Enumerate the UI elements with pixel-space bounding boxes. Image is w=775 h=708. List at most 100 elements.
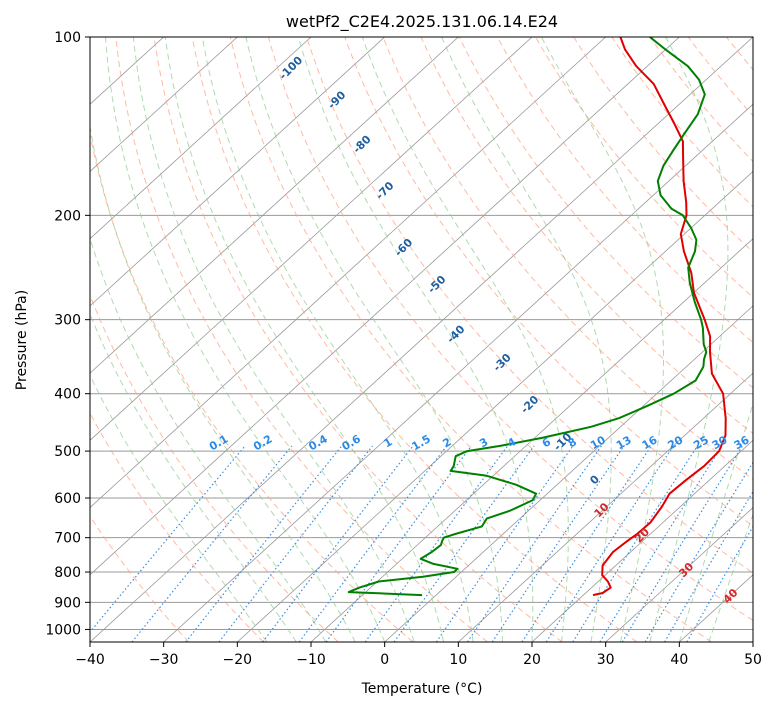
moist-adiabat-line (90, 374, 268, 642)
isotherm-label: -70 (373, 179, 396, 202)
dry-adiabat-line (90, 412, 264, 642)
moist-adiabat-line (708, 513, 753, 642)
x-tick-label: 20 (523, 652, 541, 668)
isotherm-label: -60 (392, 236, 415, 259)
mixing-ratio-line (435, 445, 574, 642)
x-tick-label: 40 (670, 652, 688, 668)
x-tick-label: −40 (75, 652, 105, 668)
dry-adiabat-line (306, 37, 753, 574)
moist-adiabat-line (649, 37, 729, 642)
dry-adiabat-line (496, 37, 753, 344)
line-labels: -100-90-80-70-60-50-40-30-20-1000.1 0.2 0.… (207, 54, 752, 607)
x-axis-title: Temperature (°C) (361, 681, 483, 697)
isotherm-line (90, 37, 680, 576)
chart-title: wetPf2_C2E4.2025.131.06.14.E24 (286, 12, 558, 32)
x-tick-label: 0 (380, 652, 389, 668)
mixing-ratio-line (664, 490, 753, 642)
y-tick-label: 300 (54, 313, 81, 329)
dry-adiabat-line (229, 37, 712, 642)
isotherm-line (310, 238, 753, 642)
moist-adiabat-line (201, 37, 474, 642)
mixing-ratio-label: 16 (640, 433, 660, 452)
dry-adiabat-line (344, 37, 753, 527)
mixing-ratio-label: 1 (382, 435, 395, 450)
isotherm-label: -40 (444, 322, 467, 345)
moist-adiabat-line (441, 37, 612, 642)
y-tick-label: 900 (54, 595, 81, 611)
mixing-ratio-line (131, 445, 293, 642)
moist-adiabat-line (361, 37, 569, 642)
isotherm-line (90, 37, 238, 172)
mixing-ratio-line (466, 445, 602, 642)
mixing-ratio-line (599, 445, 723, 642)
x-axis: −40 −30 −20 −10 0 10 20 30 40 50 (75, 642, 762, 668)
dry-adiabat-line (267, 37, 753, 622)
isotherm-line (90, 37, 753, 642)
isotherm-line (90, 37, 459, 374)
mixing-ratio-label: 2 (440, 435, 453, 450)
y-tick-label: 100 (54, 30, 81, 46)
mixing-ratio-line (521, 445, 652, 642)
y-tick-label: 500 (54, 444, 81, 460)
isotherm-line (531, 439, 753, 642)
isotherm-line (163, 103, 753, 642)
mixing-ratio-line (262, 445, 414, 642)
isotherm-line (384, 305, 753, 642)
isotherm-line (237, 170, 753, 642)
mixing-ratio-label: 13 (614, 433, 634, 452)
mixing-ratio-line (90, 445, 246, 633)
y-tick-label: 700 (54, 531, 81, 547)
isotherm-label: 0 (587, 472, 602, 487)
y-tick-label: 800 (54, 565, 81, 581)
isotherm-line (90, 37, 385, 307)
dry-adiabat-line (191, 37, 638, 642)
isotherm-line (458, 372, 753, 642)
y-tick-label: 200 (54, 208, 81, 224)
dry-adiabat-line (754, 24, 775, 642)
mixing-ratio-line (185, 445, 343, 642)
mixing-ratio-label: 36 (732, 433, 752, 452)
y-axis-title: Pressure (hPa) (14, 290, 30, 390)
mixing-ratio-line (572, 445, 699, 642)
x-tick-label: 30 (597, 652, 615, 668)
dry-adiabat-line (420, 37, 753, 435)
moist-adiabat-line (90, 312, 297, 642)
background-lines (90, 24, 775, 642)
moist-adiabat-line (105, 37, 386, 642)
dry-adiabat-line (90, 293, 339, 642)
moist-adiabat-line (297, 37, 534, 642)
mixing-ratio-line (393, 445, 535, 642)
temperature-line (592, 37, 727, 597)
isotherm-label: -50 (425, 273, 448, 296)
dry-adiabat-line (153, 37, 563, 642)
sounding-traces (347, 37, 727, 597)
mixing-ratio-line (644, 461, 753, 642)
mixing-ratio-label: 25 (691, 433, 711, 452)
dry-adiabat-line (115, 37, 488, 642)
dewpoint-line (347, 37, 708, 597)
dry-adiabat-line (725, 37, 753, 71)
moist-adiabat-line (132, 37, 415, 642)
mixing-ratio-label: 30 (710, 433, 730, 452)
mixing-ratio-label: 8 (566, 435, 579, 450)
isotherm-line (90, 37, 533, 441)
isotherm-label: -100 (277, 54, 306, 83)
x-tick-label: −10 (296, 652, 326, 668)
isotherm-line (90, 37, 606, 509)
mixing-ratio-line (298, 445, 448, 642)
moist-adiabat-line (540, 37, 664, 642)
moist-adiabat-label: 30 (676, 560, 696, 580)
mixing-ratio-line (491, 445, 625, 642)
mixing-ratio-line (545, 445, 674, 642)
isotherm-label: -20 (518, 393, 541, 416)
x-tick-label: 50 (744, 652, 762, 668)
y-tick-label: 600 (54, 491, 81, 507)
isotherm-line (90, 37, 312, 240)
mixing-ratio-label: 20 (666, 433, 686, 452)
y-axis: 1000 900 800 700 600 500 400 300 200 100 (45, 30, 90, 638)
x-tick-label: 10 (449, 652, 467, 668)
moist-adiabat-line (164, 37, 445, 642)
mixing-ratio-label: 10 (588, 433, 608, 452)
dry-adiabat-line (90, 131, 414, 642)
dry-adiabat-line (382, 37, 753, 481)
